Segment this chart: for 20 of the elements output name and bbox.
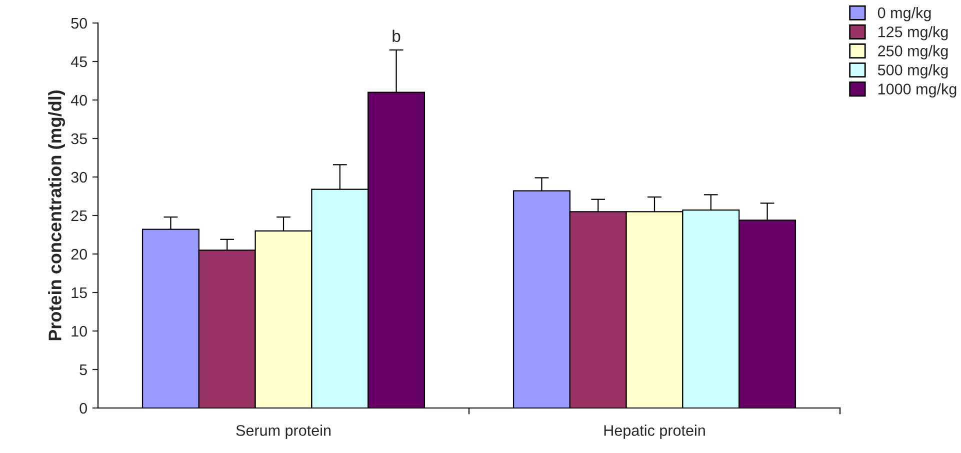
annotation: b — [392, 30, 400, 42]
y-tick-label: 45 — [70, 56, 87, 68]
y-tick-label: 15 — [72, 288, 87, 298]
legend-label: 0 mg/kg — [878, 7, 931, 22]
y-tick-label: 40 — [70, 94, 87, 106]
x-tick-label: Hepatic protein — [604, 424, 705, 439]
y-tick-label: 25 — [71, 210, 87, 222]
y-axis-title: Protein concentration (mg/dl) — [48, 90, 66, 340]
y-tick-label: 0 — [80, 402, 87, 414]
y-tick-label: 30 — [71, 172, 87, 183]
x-tick-label: Serum protein — [236, 424, 330, 439]
y-tick-label: 20 — [71, 248, 87, 260]
legend-label: 500 mg/kg — [878, 64, 948, 78]
y-tick-label: 35 — [71, 133, 87, 144]
y-tick-label: 5 — [80, 364, 87, 376]
y-tick-label: 10 — [72, 326, 87, 337]
legend-label: 125 mg/kg — [878, 26, 948, 40]
legend-label: 1000 mg/kg — [878, 83, 956, 98]
y-tick-label: 50 — [71, 18, 87, 29]
legend-label: 250 mg/kg — [878, 45, 948, 60]
